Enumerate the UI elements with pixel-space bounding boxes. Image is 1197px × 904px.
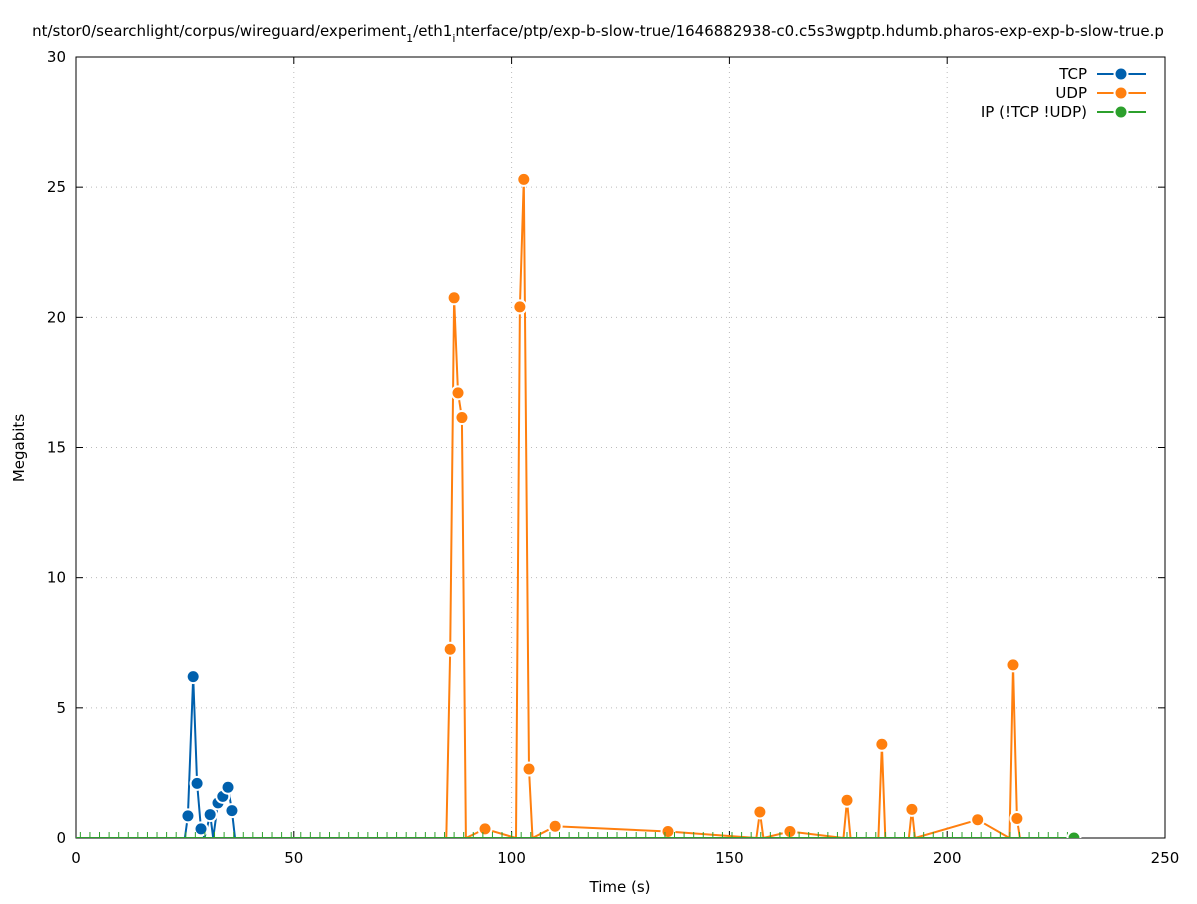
legend-marker <box>1115 106 1127 118</box>
data-point <box>841 794 853 806</box>
series-tcp <box>180 669 240 838</box>
data-point <box>195 823 207 835</box>
data-point <box>1068 832 1080 838</box>
y-tick-label: 20 <box>47 308 66 326</box>
y-tick-label: 5 <box>56 699 66 717</box>
legend-label: TCP <box>1058 65 1087 83</box>
x-tick-label: 50 <box>284 849 303 867</box>
data-point <box>479 823 491 835</box>
data-point <box>523 763 535 775</box>
y-tick-label: 0 <box>56 829 66 847</box>
data-point <box>444 643 456 655</box>
data-point <box>187 671 199 683</box>
y-tick-label: 30 <box>47 48 66 66</box>
series-ip-tcp-udp- <box>76 830 1082 838</box>
x-tick-label: 100 <box>497 849 526 867</box>
data-point <box>906 803 918 815</box>
data-point <box>754 806 766 818</box>
legend-label: IP (!TCP !UDP) <box>981 103 1087 121</box>
y-axis-label: Megabits <box>10 414 28 482</box>
chart-title: nt/stor0/searchlight/corpus/wireguard/ex… <box>32 22 1164 45</box>
data-point <box>226 805 238 817</box>
data-point <box>876 738 888 750</box>
series-udp <box>442 171 1025 838</box>
data-point <box>452 387 464 399</box>
y-tick-label: 25 <box>47 178 66 196</box>
data-point <box>784 825 796 837</box>
y-tick-label: 10 <box>47 569 66 587</box>
data-point <box>1011 812 1023 824</box>
data-point <box>549 820 561 832</box>
data-point <box>514 301 526 313</box>
y-tick-label: 15 <box>47 439 66 457</box>
data-point <box>972 814 984 826</box>
data-point <box>222 781 234 793</box>
data-point <box>182 810 194 822</box>
legend-label: UDP <box>1055 84 1087 102</box>
data-point <box>1007 659 1019 671</box>
x-tick-label: 0 <box>71 849 81 867</box>
x-axis-label: Time (s) <box>589 878 651 896</box>
series <box>76 171 1082 838</box>
x-tick-label: 250 <box>1151 849 1180 867</box>
data-point <box>456 412 468 424</box>
axes: 0 50 100 150 200 250 0 5 10 15 20 25 30 <box>47 48 1179 867</box>
x-tick-label: 150 <box>715 849 744 867</box>
data-point <box>191 777 203 789</box>
legend-marker <box>1115 87 1127 99</box>
series-line <box>445 179 1021 838</box>
data-point <box>662 825 674 837</box>
data-point <box>204 809 216 821</box>
x-tick-label: 200 <box>933 849 962 867</box>
data-point <box>518 173 530 185</box>
legend-marker <box>1115 68 1127 80</box>
grid <box>76 57 1165 838</box>
data-point <box>448 292 460 304</box>
